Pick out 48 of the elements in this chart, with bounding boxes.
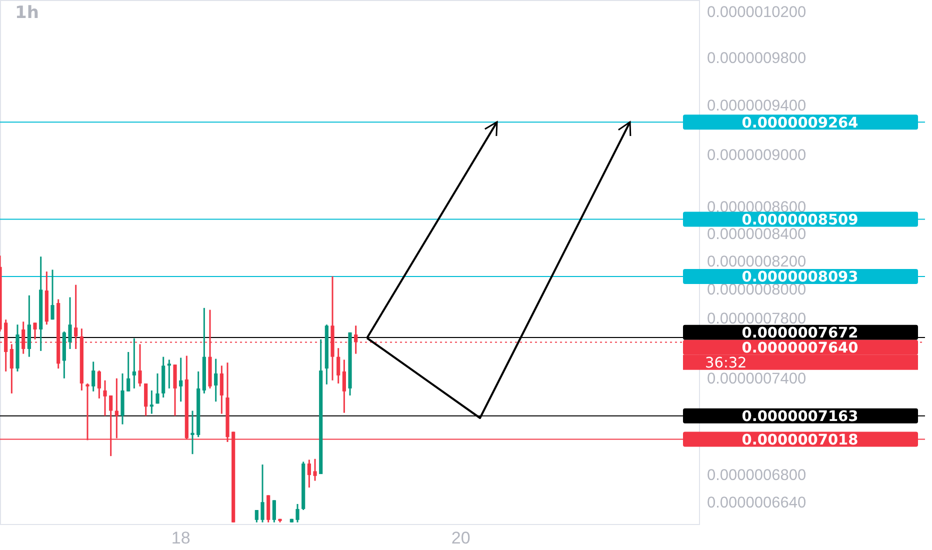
candlestick [156, 372, 160, 404]
price-tag: 0.0000007640 [683, 340, 918, 357]
candlestick [313, 458, 317, 482]
candlestick [167, 358, 171, 390]
candlestick [144, 382, 148, 417]
candlestick [190, 410, 194, 455]
ref-line-label: 0.0000009264 [742, 115, 858, 132]
y-tick-label: 0.0000009400 [707, 97, 807, 114]
candlestick [254, 509, 258, 524]
candlestick [336, 347, 340, 384]
candlestick [214, 358, 218, 402]
countdown-tag: 36:32 [683, 354, 918, 372]
candlestick [296, 503, 300, 524]
y-tick-label: 0.0000006800 [707, 467, 807, 484]
ref-line-label: 0.0000007640 [742, 340, 858, 357]
y-tick-label: 0.0000008400 [707, 226, 807, 243]
y-tick-label: 0.0000009800 [707, 50, 807, 67]
y-tick-label: 0.0000007400 [707, 370, 807, 388]
y-tick-label: 0.0000008200 [707, 253, 807, 270]
ref-line-label: 0.0000007163 [742, 409, 858, 426]
candlestick [126, 351, 130, 392]
price-tag: 0.0000007163 [683, 408, 918, 426]
candlestick [342, 358, 346, 414]
candlestick [132, 338, 136, 390]
candlestick [179, 356, 183, 402]
candlestick [103, 380, 107, 417]
candlestick [173, 364, 177, 417]
price-tag: 0.0000009264 [683, 114, 918, 132]
y-tick-label: 0.0000010200 [707, 4, 807, 22]
candlestick [260, 464, 264, 524]
price-tag: 0.0000007672 [683, 324, 918, 342]
chart-title: 1h [15, 3, 39, 23]
candlestick [92, 360, 96, 392]
ref-line-label: 0.0000007672 [742, 326, 858, 342]
y-tick-label: 0.0000009000 [707, 147, 807, 164]
price-tag: 0.0000007018 [683, 432, 918, 448]
candlestick [97, 370, 101, 400]
candlestick [68, 296, 72, 350]
ref-line-label: 0.0000007018 [742, 432, 858, 448]
candlestick [272, 499, 276, 524]
y-tick-label: 0.0000006640 [707, 494, 807, 512]
candlestick [220, 364, 224, 415]
candlestick [50, 268, 54, 320]
candlestick [150, 390, 154, 415]
x-tick-label: 20 [451, 528, 470, 548]
x-tick-label: 18 [171, 528, 190, 548]
candlestick [33, 322, 37, 340]
candlestick [307, 458, 311, 488]
